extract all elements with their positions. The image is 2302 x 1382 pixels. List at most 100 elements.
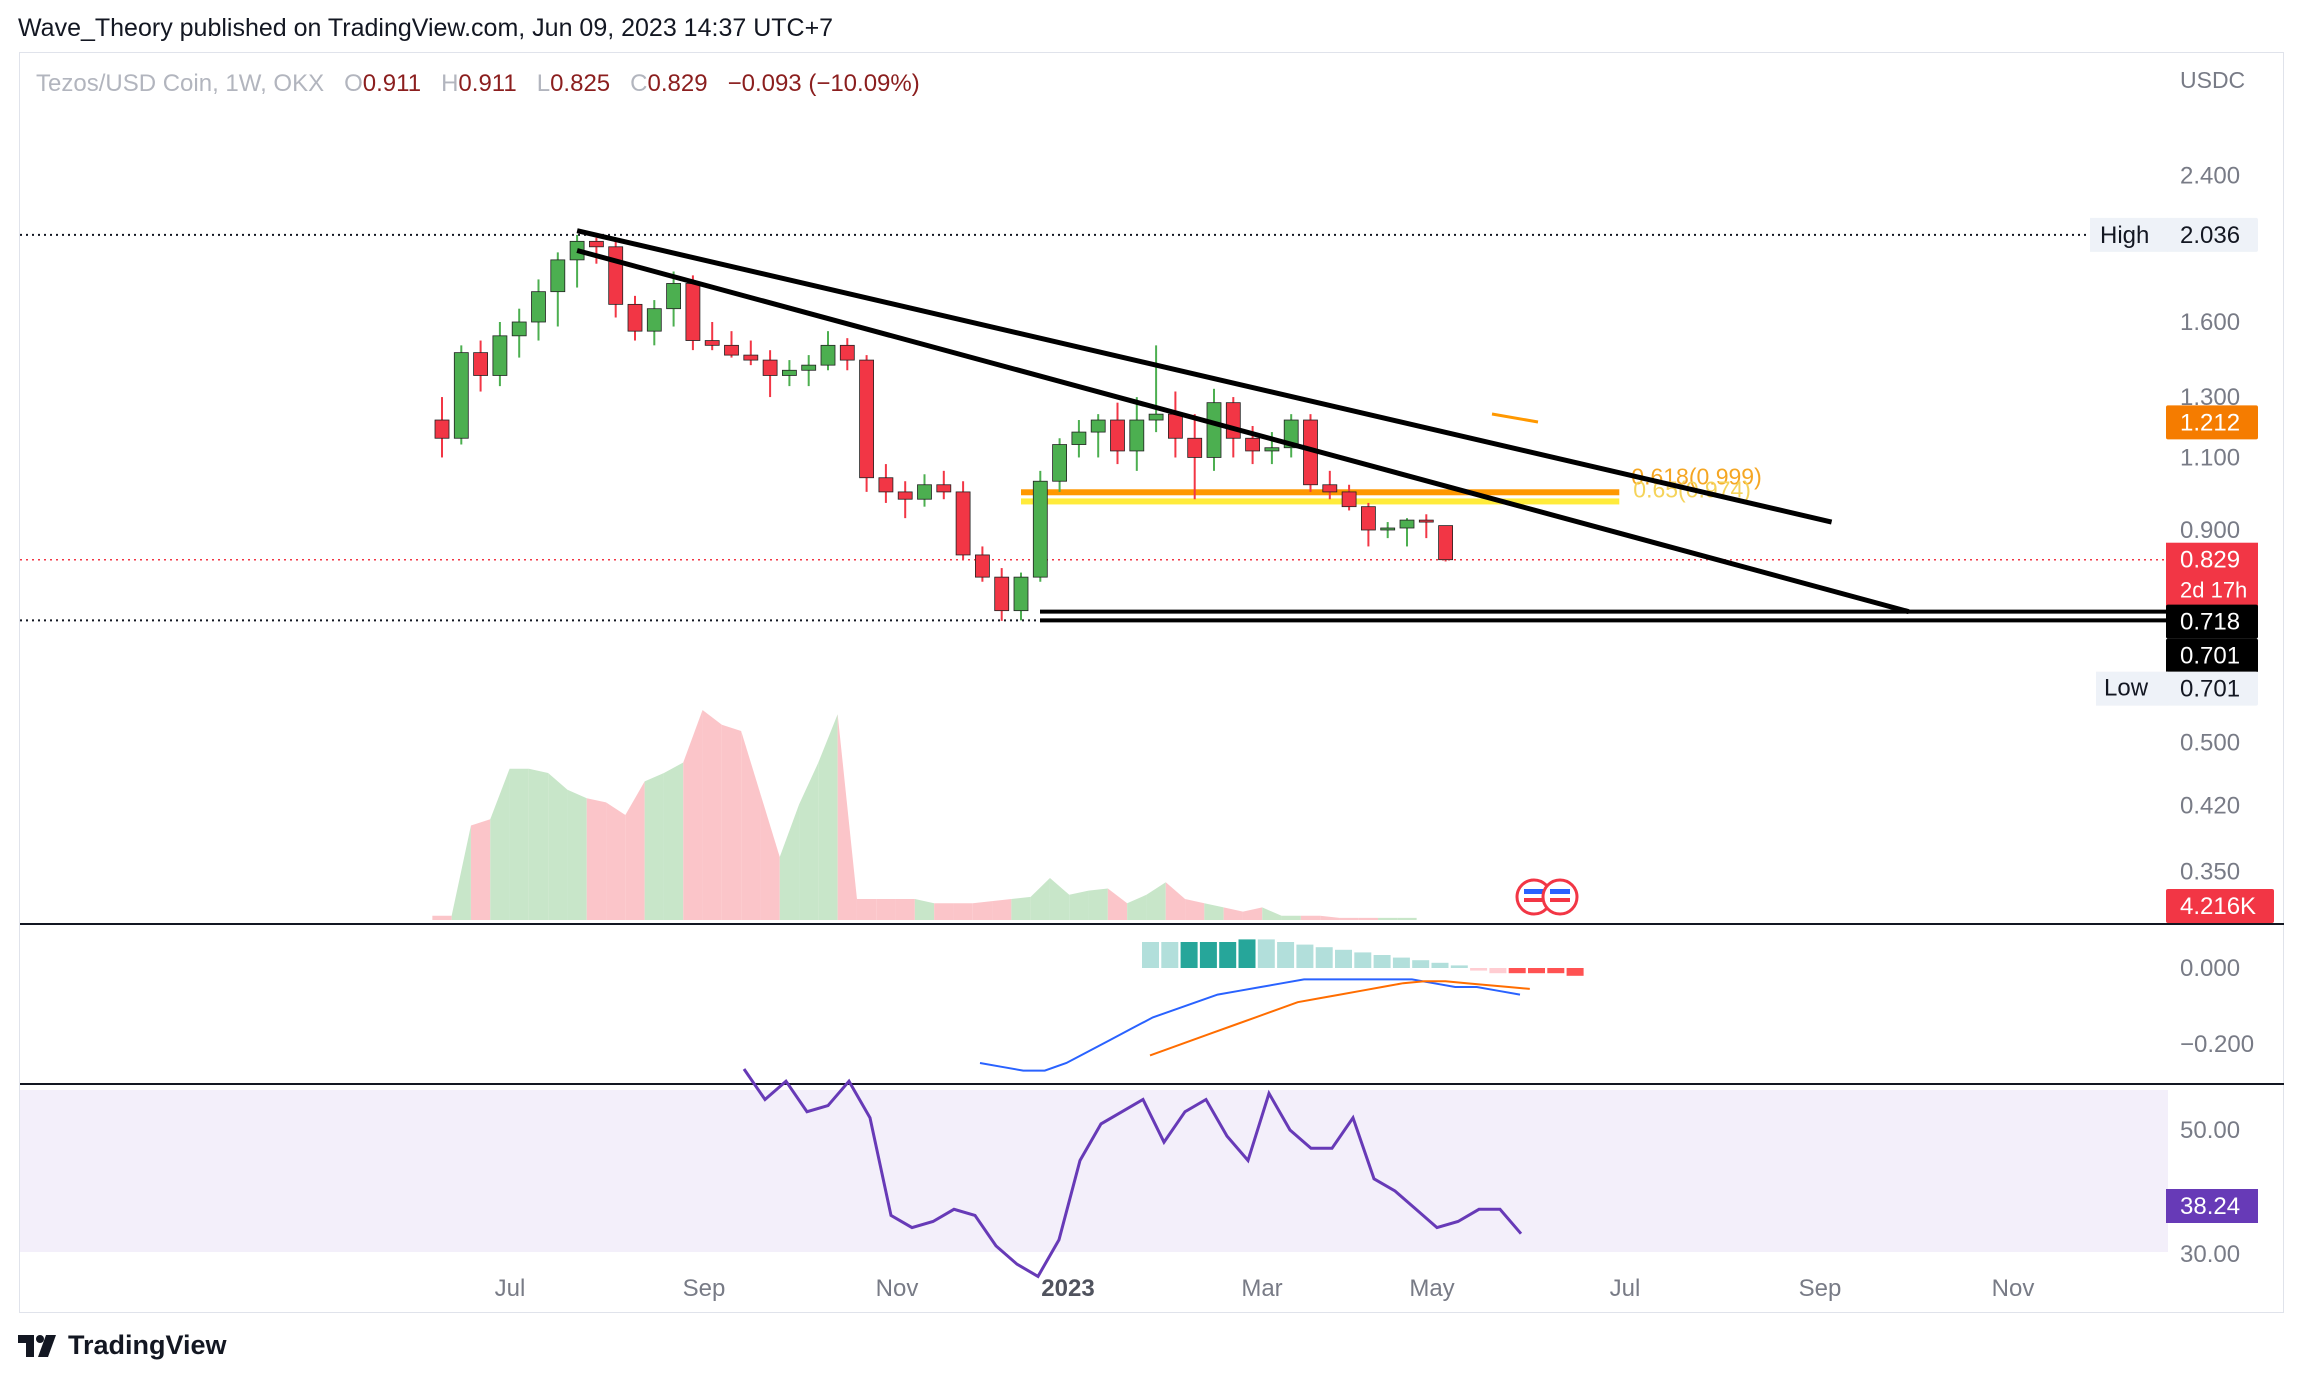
price-tick-label: 1.600 xyxy=(2180,309,2240,336)
volume-area xyxy=(1165,882,1186,920)
price-tick-label: 2.400 xyxy=(2180,162,2240,189)
candle-body xyxy=(1380,527,1396,531)
candle-body xyxy=(897,491,913,500)
fib-level-0-618 xyxy=(1021,489,1620,496)
macd-histogram-bar xyxy=(1180,942,1198,968)
footer-brand: TradingView xyxy=(68,1330,227,1360)
high-label: H xyxy=(441,70,459,97)
candle-body xyxy=(975,554,990,578)
fib-label-upper: 0.618(0.999) xyxy=(1631,463,1761,489)
time-tick-label: Mar xyxy=(1241,1275,1282,1302)
tradingview-logo-icon xyxy=(18,1334,56,1357)
volume-area xyxy=(741,731,761,920)
volume-area xyxy=(1185,899,1205,920)
time-tick-label: Jul xyxy=(495,1275,526,1302)
open-value: 0.911 xyxy=(362,70,422,97)
candle-body xyxy=(1438,525,1453,561)
candle-body xyxy=(1361,506,1376,531)
macd-histogram-bar xyxy=(1450,965,1468,968)
volume-area xyxy=(953,903,973,920)
candle-body xyxy=(1071,431,1087,445)
candle-body xyxy=(782,369,797,376)
short-orange-segment xyxy=(1491,412,1539,424)
candle-body xyxy=(839,344,855,361)
candle-body xyxy=(1129,419,1145,452)
macd-line xyxy=(979,978,1521,1072)
candle-body xyxy=(608,246,624,305)
high-value: 0.911 xyxy=(458,70,517,97)
volume-area xyxy=(1204,903,1224,920)
macd-tick-label: −0.200 xyxy=(2180,1031,2254,1058)
macd-histogram-bar xyxy=(1566,968,1584,976)
low-price-label: 0.701 xyxy=(2180,676,2240,703)
time-tick-label: Sep xyxy=(1799,1275,1842,1302)
volume-area xyxy=(934,903,954,920)
candle-body xyxy=(955,491,971,556)
support-lower-label-box xyxy=(2166,638,2258,673)
candle-body xyxy=(531,291,546,323)
candle-body xyxy=(878,477,894,493)
volume-area xyxy=(1127,894,1147,920)
flag-stripe xyxy=(1524,889,1544,894)
volume-area xyxy=(1358,917,1379,920)
macd-histogram-bar xyxy=(1277,942,1295,968)
volume-area xyxy=(702,710,722,920)
macd-histogram-bar xyxy=(1431,962,1449,968)
volume-area xyxy=(1107,888,1128,920)
volume-area xyxy=(451,825,471,920)
macd-histogram-bar xyxy=(1238,939,1256,968)
trendline-lower xyxy=(576,248,1910,615)
volume-area xyxy=(1242,907,1263,920)
ohlc-legend: Tezos/USD Coin, 1W, OKX O0.911 H0.911 L0… xyxy=(36,70,920,98)
high-price-label: 2.036 xyxy=(2180,222,2240,249)
trendline-upper xyxy=(576,228,1833,525)
chart-frame xyxy=(19,52,2284,1313)
volume-label-box xyxy=(2166,889,2274,923)
candle-body xyxy=(627,303,643,332)
volume-area xyxy=(528,768,549,920)
candle-body xyxy=(453,352,469,439)
volume-area xyxy=(663,762,684,920)
candle-body xyxy=(685,283,701,341)
macd-histogram-bar xyxy=(1412,960,1430,968)
macd-histogram-bar xyxy=(1354,952,1372,968)
volume-area xyxy=(1300,915,1321,920)
time-tick-label: May xyxy=(1409,1275,1454,1302)
macd-tick-label: 0.000 xyxy=(2180,955,2240,982)
support-upper-label-box xyxy=(2166,604,2258,639)
volume-area xyxy=(876,899,896,920)
volume-area xyxy=(490,768,510,920)
candle-body xyxy=(1341,491,1357,508)
candle-body xyxy=(1013,576,1029,612)
high-tag-box xyxy=(2090,217,2168,252)
fib-price-label: 1.212 xyxy=(2180,409,2240,436)
low-tag-box xyxy=(2096,671,2168,706)
rsi-band xyxy=(20,1090,2168,1252)
volume-area xyxy=(625,781,645,920)
us-flag-event-icon xyxy=(1541,878,1579,916)
candle-body xyxy=(550,259,566,293)
publisher-header: Wave_Theory published on TradingView.com… xyxy=(18,14,834,42)
time-tick-label: Nov xyxy=(1992,1275,2035,1302)
volume-area xyxy=(509,768,529,920)
macd-histogram-bar xyxy=(1528,968,1545,974)
rsi-tick-label: 50.00 xyxy=(2180,1117,2240,1144)
time-tick-label: Sep xyxy=(683,1275,726,1302)
volume-area xyxy=(470,819,491,920)
low-value: 0.825 xyxy=(550,70,611,97)
candle-body xyxy=(1399,519,1415,529)
macd-histogram-bar xyxy=(1257,939,1275,968)
volume-area xyxy=(1320,915,1340,920)
candle-body xyxy=(1187,437,1203,458)
candle-body xyxy=(724,344,739,356)
volume-area xyxy=(586,798,607,920)
macd-histogram-bar xyxy=(1508,968,1526,974)
low-tag-label: Low xyxy=(2104,675,2149,702)
macd-histogram-bar xyxy=(1470,968,1488,971)
volume-area xyxy=(818,714,838,920)
volume-area xyxy=(1397,917,1417,920)
candle-body xyxy=(1225,402,1241,439)
candle-body xyxy=(492,335,508,376)
macd-histogram-bar xyxy=(1199,942,1217,968)
